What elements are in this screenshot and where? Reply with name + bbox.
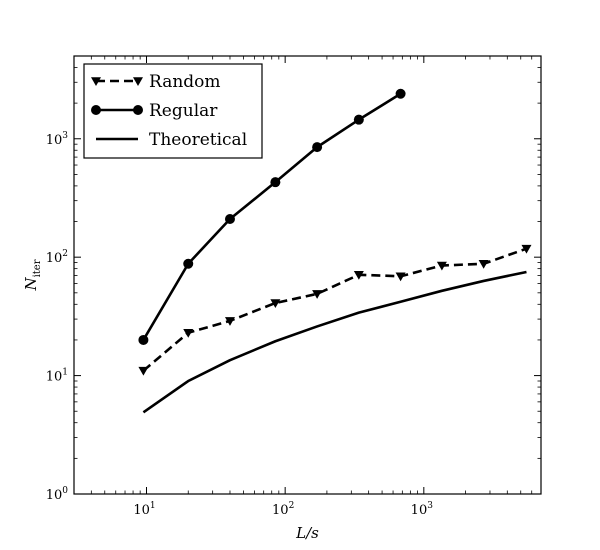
x-axis-label: L/s (295, 524, 319, 542)
data-point-regular (395, 88, 406, 99)
y-axis-label: Niter (22, 259, 43, 291)
axes-frame (73, 55, 542, 495)
plot-area (73, 55, 542, 495)
series-theoretical (142, 270, 527, 414)
data-point-random (353, 271, 364, 280)
legend-marker-regular (91, 105, 101, 115)
legend-label-theoretical: Theoretical (149, 130, 247, 150)
legend-marker-random (133, 77, 143, 86)
data-point-random (312, 290, 323, 299)
series-layer (138, 88, 532, 414)
legend-box (83, 63, 263, 159)
data-point-random (183, 329, 194, 338)
data-point-random (436, 261, 447, 271)
data-point-regular (224, 214, 235, 225)
data-point-random (395, 272, 406, 282)
data-point-regular (270, 177, 281, 188)
data-point-random (521, 244, 532, 254)
y-tick-label: 102 (46, 249, 68, 266)
data-point-random (270, 299, 281, 309)
legend-label-regular: Regular (149, 101, 218, 121)
data-point-random (224, 317, 235, 326)
tick-layer: 101 102 103 100 101 102 103 L/s Niter (22, 55, 542, 542)
series-line-theoretical (142, 270, 527, 414)
y-tick-label: 100 (46, 486, 69, 503)
series-line-random (142, 247, 527, 372)
y-tick-label: 103 (46, 131, 69, 148)
data-point-regular (312, 142, 323, 153)
data-point-regular (353, 114, 364, 125)
legend-marker-random (91, 77, 101, 86)
x-tick-label: 101 (133, 501, 155, 518)
data-point-random (478, 260, 489, 269)
series-regular (138, 88, 406, 345)
legend: Random Regular Theoretical (83, 63, 263, 159)
data-point-regular (183, 258, 194, 269)
data-point-regular (138, 334, 149, 345)
x-tick-label: 102 (272, 501, 294, 518)
legend-label-random: Random (149, 72, 221, 92)
series-random (138, 244, 532, 376)
data-point-random (138, 366, 149, 376)
x-tick-label: 103 (411, 501, 434, 518)
legend-marker-regular (133, 105, 143, 115)
y-tick-label: 101 (46, 368, 68, 385)
